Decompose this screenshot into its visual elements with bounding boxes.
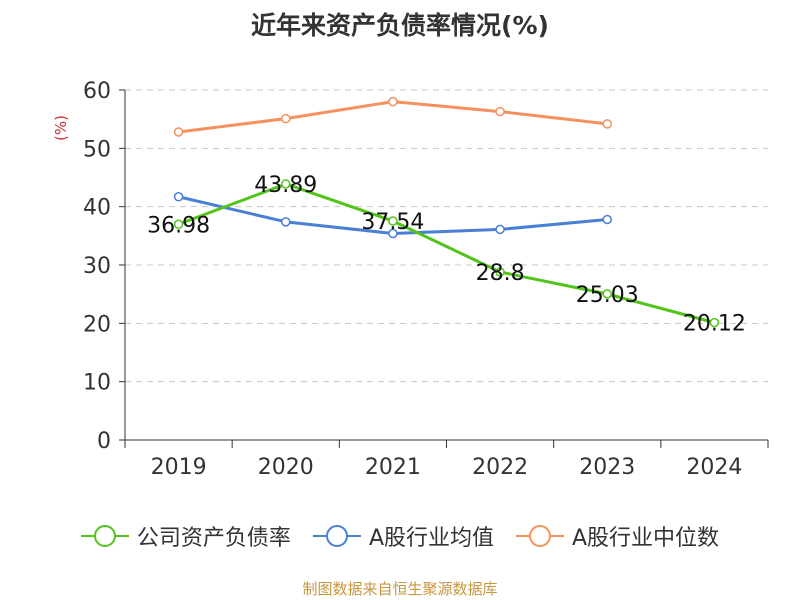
data-point — [173, 192, 184, 202]
data-label: 20.12 — [683, 312, 746, 337]
x-tick-label: 2020 — [258, 455, 314, 480]
y-tick-label: 40 — [83, 196, 111, 221]
legend-marker — [93, 525, 116, 547]
y-tick-label: 0 — [97, 429, 111, 454]
legend-item[interactable]: 公司资产负债率 — [80, 520, 291, 552]
data-label: 43.89 — [254, 173, 317, 198]
legend-label: A股行业中位数 — [572, 526, 720, 551]
data-point — [495, 106, 505, 117]
legend-marker — [529, 525, 551, 547]
data-point — [602, 214, 612, 225]
data-point — [388, 216, 398, 226]
legend-swatch — [312, 524, 361, 548]
x-tick-label: 2022 — [472, 455, 528, 480]
x-tick-label: 2024 — [686, 455, 742, 480]
legend-item[interactable]: A股行业均值 — [312, 520, 494, 552]
y-tick-label: 20 — [83, 312, 111, 337]
series-group — [173, 96, 720, 328]
legend-item[interactable]: A股行业中位数 — [516, 520, 719, 552]
grid-lines — [125, 89, 768, 383]
legend-swatch — [516, 524, 564, 548]
legend-marker — [325, 525, 348, 547]
data-label: 36.98 — [147, 213, 210, 238]
data-point — [281, 113, 291, 124]
data-point — [495, 267, 505, 277]
data-point — [709, 317, 720, 328]
data-label: 28.8 — [476, 261, 525, 286]
data-point — [173, 219, 184, 230]
y-axis-label: (%) — [52, 115, 70, 141]
data-label: 37.54 — [361, 210, 424, 235]
data-point — [495, 224, 505, 235]
data-point — [281, 179, 291, 189]
y-tick-label: 60 — [83, 79, 111, 104]
data-point — [602, 119, 612, 129]
data-label: 25.03 — [576, 283, 639, 308]
legend-label: A股行业均值 — [368, 526, 494, 551]
y-tick-label: 10 — [83, 371, 111, 396]
data-point — [281, 217, 291, 227]
line-chart: 0 10 20 30 40 50 60 2019 2020 2021 2022 2023 2024 (%… — [52, 79, 769, 480]
axes: 0 10 20 30 40 50 60 2019 2020 2021 2022 2023 2024 — [83, 79, 769, 480]
legend-swatch — [80, 524, 129, 548]
data-point — [388, 96, 398, 107]
series-line-0 — [178, 182, 715, 325]
chart-title: 近年来资产负债率情况(%) — [251, 11, 549, 40]
y-tick-label: 50 — [83, 137, 111, 162]
y-tick-label: 30 — [83, 254, 111, 279]
x-tick-label: 2021 — [365, 455, 421, 480]
data-point — [602, 289, 612, 299]
legend-label: 公司资产负债率 — [136, 526, 291, 551]
x-tick-label: 2019 — [151, 455, 207, 480]
source-note: 制图数据来自恒生聚源数据库 — [302, 580, 498, 598]
x-tick-label: 2023 — [579, 455, 635, 480]
legend: 公司资产负债率 A股行业均值 A股行业中位数 — [0, 518, 800, 554]
data-labels: 36.98 43.89 37.54 28.8 25.03 20.12 — [147, 173, 746, 337]
data-point — [173, 127, 184, 137]
data-point — [388, 228, 398, 239]
